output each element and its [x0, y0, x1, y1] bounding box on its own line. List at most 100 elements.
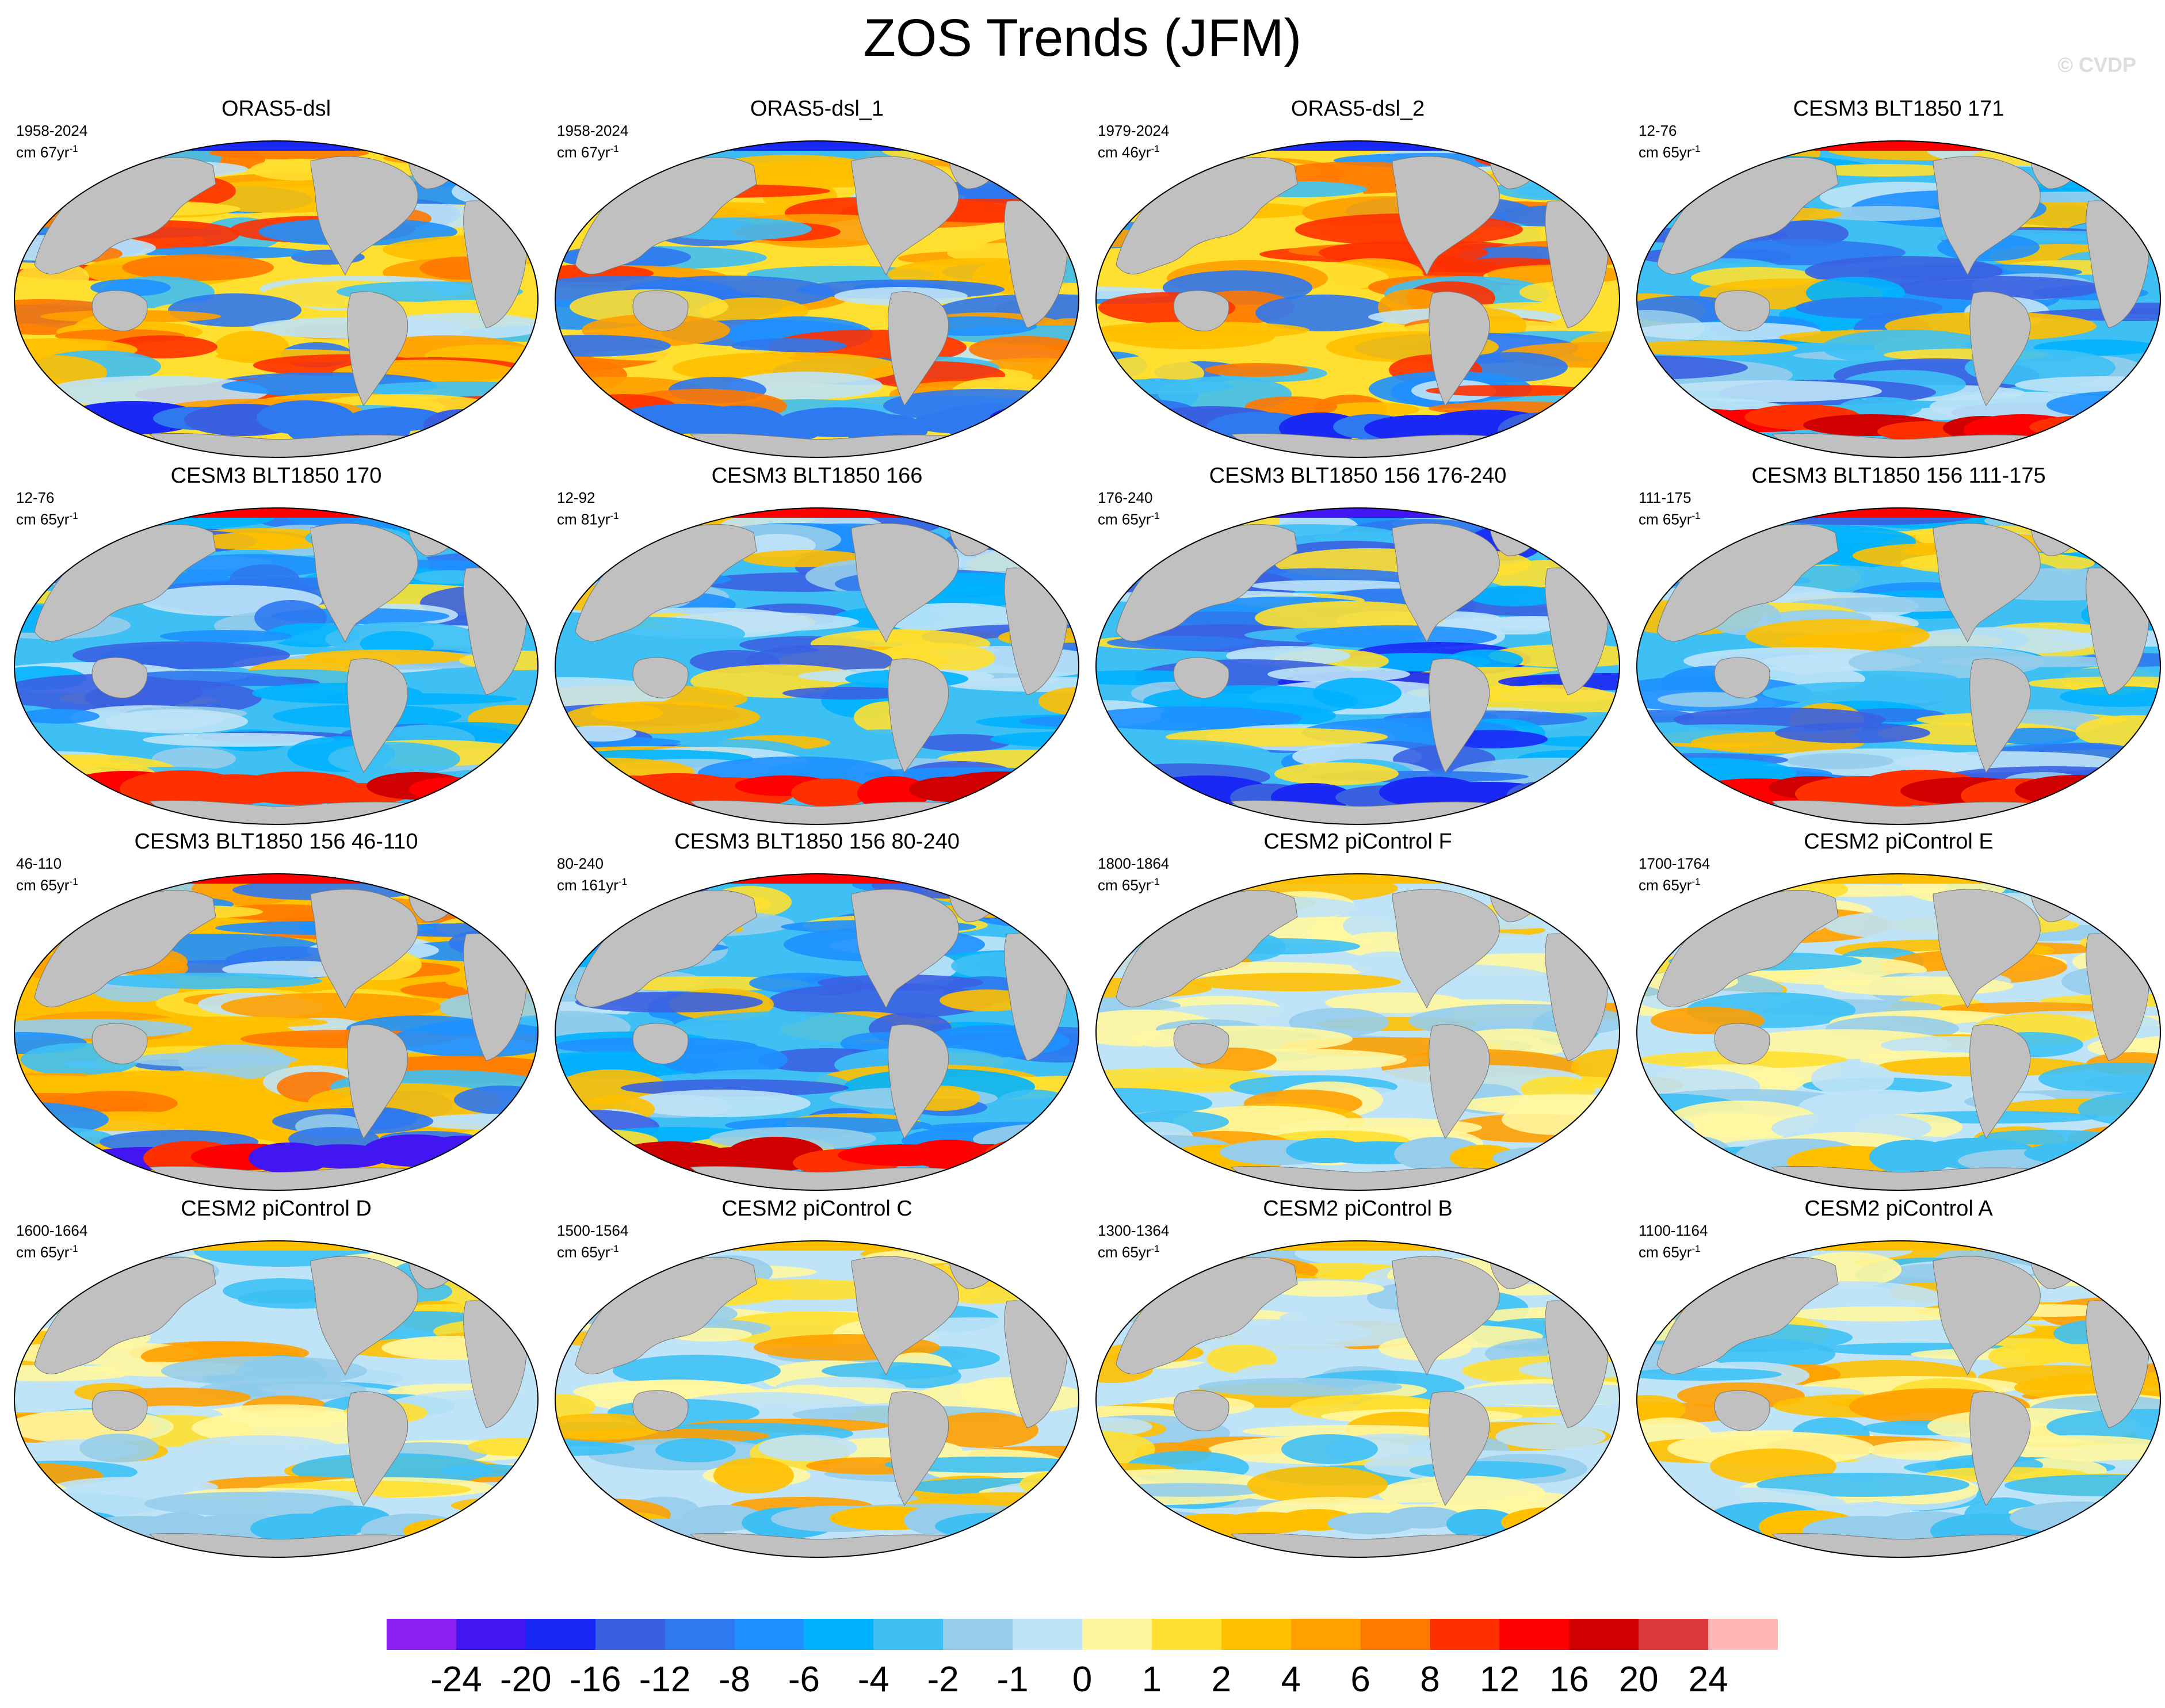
- panel-title: CESM3 BLT1850 166: [711, 464, 923, 488]
- panel-units: cm 65yr-1: [16, 1243, 78, 1261]
- colorbar-label: -24: [430, 1660, 482, 1699]
- panel-units: cm 65yr-1: [1639, 143, 1701, 161]
- colorbar-label: 12: [1479, 1660, 1519, 1699]
- ocean-trend-map: [14, 1240, 539, 1558]
- panel-title: CESM3 BLT1850 170: [170, 464, 382, 488]
- colorbar-box: [1499, 1619, 1570, 1650]
- panel-title: CESM3 BLT1850 156 46-110: [134, 830, 418, 854]
- panel-title: ORAS5-dsl: [221, 97, 331, 121]
- panel-period: 1958-2024: [16, 122, 88, 139]
- panel-period: 80-240: [557, 855, 604, 872]
- colorbar-box: [873, 1619, 944, 1650]
- panel-period: 176-240: [1098, 489, 1153, 506]
- ocean-trend-map: [1095, 507, 1620, 825]
- colorbar-box: [387, 1619, 457, 1650]
- panel-units: cm 65yr-1: [557, 1243, 619, 1261]
- panel-period: 1600-1664: [16, 1222, 88, 1239]
- panel-title: CESM2 piControl F: [1263, 830, 1452, 854]
- panel-title: CESM2 piControl C: [721, 1197, 912, 1221]
- panel-period: 1958-2024: [557, 122, 629, 139]
- colorbar-label: -16: [569, 1660, 621, 1699]
- colorbar-label: 24: [1688, 1660, 1728, 1699]
- colorbar-label: -1: [996, 1660, 1029, 1699]
- panel-period: 12-92: [557, 489, 595, 506]
- colorbar-label: 2: [1211, 1660, 1232, 1699]
- ocean-trend-map: [1636, 873, 2161, 1191]
- colorbar: [387, 1619, 1778, 1650]
- panel-units: cm 65yr-1: [1098, 1243, 1160, 1261]
- map-panel: CESM2 piControl A 1100-1164 cm 65yr-1: [1628, 1197, 2165, 1565]
- ocean-trend-map: [14, 873, 539, 1191]
- panel-title: CESM2 piControl D: [181, 1197, 372, 1221]
- panel-units: cm 67yr-1: [16, 143, 78, 161]
- map-panel: ORAS5-dsl 1958-2024 cm 67yr-1: [6, 97, 547, 465]
- colorbar-box: [1569, 1619, 1639, 1650]
- colorbar-label: 8: [1420, 1660, 1440, 1699]
- map-panel: CESM3 BLT1850 156 111-175 111-175 cm 65yr-…: [1628, 464, 2165, 832]
- map-panel: CESM2 piControl D 1600-1664 cm 65yr-1: [6, 1197, 547, 1565]
- map-panel: CESM3 BLT1850 166 12-92 cm 81yr-1: [547, 464, 1087, 832]
- panel-period: 12-76: [16, 489, 55, 506]
- colorbar-box: [1639, 1619, 1709, 1650]
- panel-period: 1979-2024: [1098, 122, 1170, 139]
- panel-period: 1100-1164: [1639, 1222, 1708, 1239]
- colorbar-label: -6: [788, 1660, 820, 1699]
- map-panel: CESM3 BLT1850 156 176-240 176-240 cm 65yr-…: [1087, 464, 1628, 832]
- panel-period: 46-110: [16, 855, 62, 872]
- panel-units: cm 46yr-1: [1098, 143, 1160, 161]
- map-panel: CESM3 BLT1850 156 46-110 46-110 cm 65yr-1: [6, 830, 547, 1198]
- cvdp-watermark: © CVDP: [2057, 53, 2136, 77]
- map-panel: CESM2 piControl B 1300-1364 cm 65yr-1: [1087, 1197, 1628, 1565]
- panel-title: ORAS5-dsl_1: [750, 97, 884, 121]
- ocean-trend-map: [1636, 140, 2161, 458]
- map-panel: CESM3 BLT1850 171 12-76 cm 65yr-1: [1628, 97, 2165, 465]
- panel-units: cm 65yr-1: [1098, 876, 1160, 894]
- colorbar-label: -2: [927, 1660, 959, 1699]
- ocean-trend-map: [555, 1240, 1079, 1558]
- ocean-trend-map: [1095, 140, 1620, 458]
- panel-period: 12-76: [1639, 122, 1677, 139]
- colorbar-box: [525, 1619, 596, 1650]
- map-panel: ORAS5-dsl_2 1979-2024 cm 46yr-1: [1087, 97, 1628, 465]
- ocean-trend-map: [1095, 1240, 1620, 1558]
- panel-units: cm 161yr-1: [557, 876, 628, 894]
- panel-title: CESM3 BLT1850 156 80-240: [674, 830, 960, 854]
- map-panel: CESM3 BLT1850 170 12-76 cm 65yr-1: [6, 464, 547, 832]
- map-panel: CESM2 piControl C 1500-1564 cm 65yr-1: [547, 1197, 1087, 1565]
- panel-units: cm 65yr-1: [1639, 1243, 1701, 1261]
- panel-units: cm 65yr-1: [1098, 510, 1160, 528]
- ocean-trend-map: [14, 507, 539, 825]
- colorbar-box: [595, 1619, 666, 1650]
- ocean-trend-map: [1095, 873, 1620, 1191]
- colorbar-label: 0: [1072, 1660, 1093, 1699]
- colorbar-box: [1430, 1619, 1500, 1650]
- map-panel: ORAS5-dsl_1 1958-2024 cm 67yr-1: [547, 97, 1087, 465]
- ocean-trend-map: [1636, 507, 2161, 825]
- colorbar-box: [1151, 1619, 1222, 1650]
- colorbar-box: [1290, 1619, 1361, 1650]
- colorbar-box: [804, 1619, 874, 1650]
- ocean-trend-map: [1636, 1240, 2161, 1558]
- colorbar-box: [1221, 1619, 1292, 1650]
- colorbar-box: [1013, 1619, 1083, 1650]
- colorbar-box: [943, 1619, 1013, 1650]
- colorbar-label: 16: [1549, 1660, 1589, 1699]
- colorbar-box: [1082, 1619, 1152, 1650]
- panel-title: CESM3 BLT1850 171: [1793, 97, 2004, 121]
- ocean-trend-map: [555, 507, 1079, 825]
- colorbar-label: 6: [1350, 1660, 1370, 1699]
- panel-units: cm 67yr-1: [557, 143, 619, 161]
- panel-units: cm 65yr-1: [1639, 876, 1701, 894]
- panel-title: CESM3 BLT1850 156 111-175: [1751, 464, 2046, 488]
- ocean-trend-map: [555, 873, 1079, 1191]
- panel-period: 1300-1364: [1098, 1222, 1170, 1239]
- map-panel: CESM2 piControl F 1800-1864 cm 65yr-1: [1087, 830, 1628, 1198]
- colorbar-label: -20: [499, 1660, 552, 1699]
- panel-title: CESM2 piControl B: [1263, 1197, 1453, 1221]
- colorbar-label: 4: [1281, 1660, 1301, 1699]
- colorbar-box: [456, 1619, 526, 1650]
- colorbar-label: -4: [857, 1660, 889, 1699]
- panel-units: cm 65yr-1: [1639, 510, 1701, 528]
- panel-units: cm 81yr-1: [557, 510, 619, 528]
- ocean-trend-map: [555, 140, 1079, 458]
